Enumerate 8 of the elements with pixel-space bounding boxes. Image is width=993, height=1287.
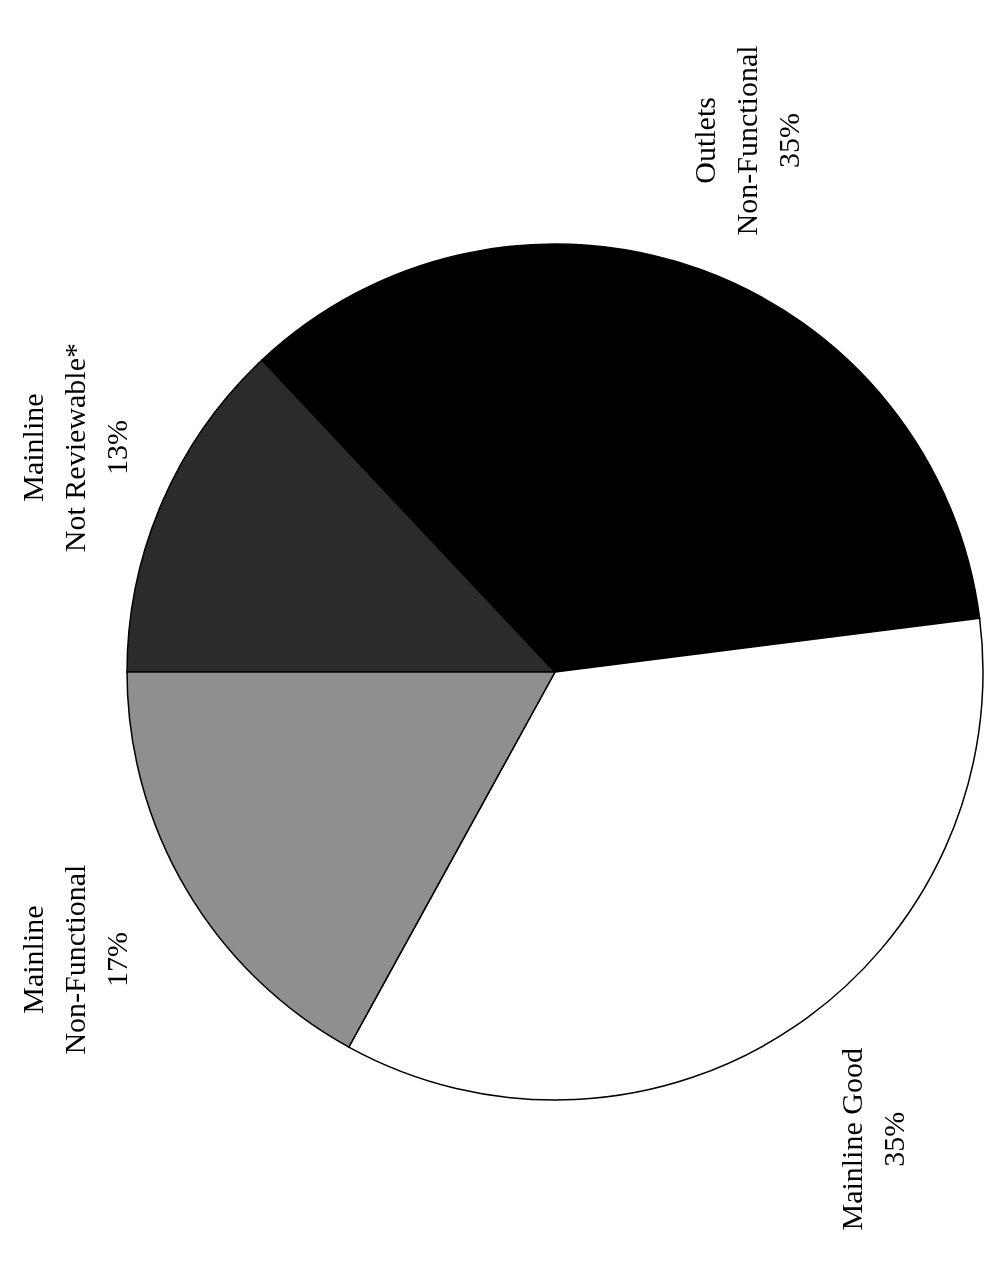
slice-label: Outlets Non-Functional bbox=[687, 45, 763, 236]
data-label: 35% bbox=[877, 1111, 911, 1167]
slice-label: Mainline Good bbox=[835, 1048, 869, 1231]
slice-label: Mainline Non-Functional bbox=[16, 864, 92, 1055]
data-label: 13% bbox=[100, 420, 134, 476]
slice-label: Mainline Not Reviewable* bbox=[16, 343, 92, 553]
data-label: 17% bbox=[100, 932, 134, 988]
data-label: 35% bbox=[771, 112, 805, 168]
